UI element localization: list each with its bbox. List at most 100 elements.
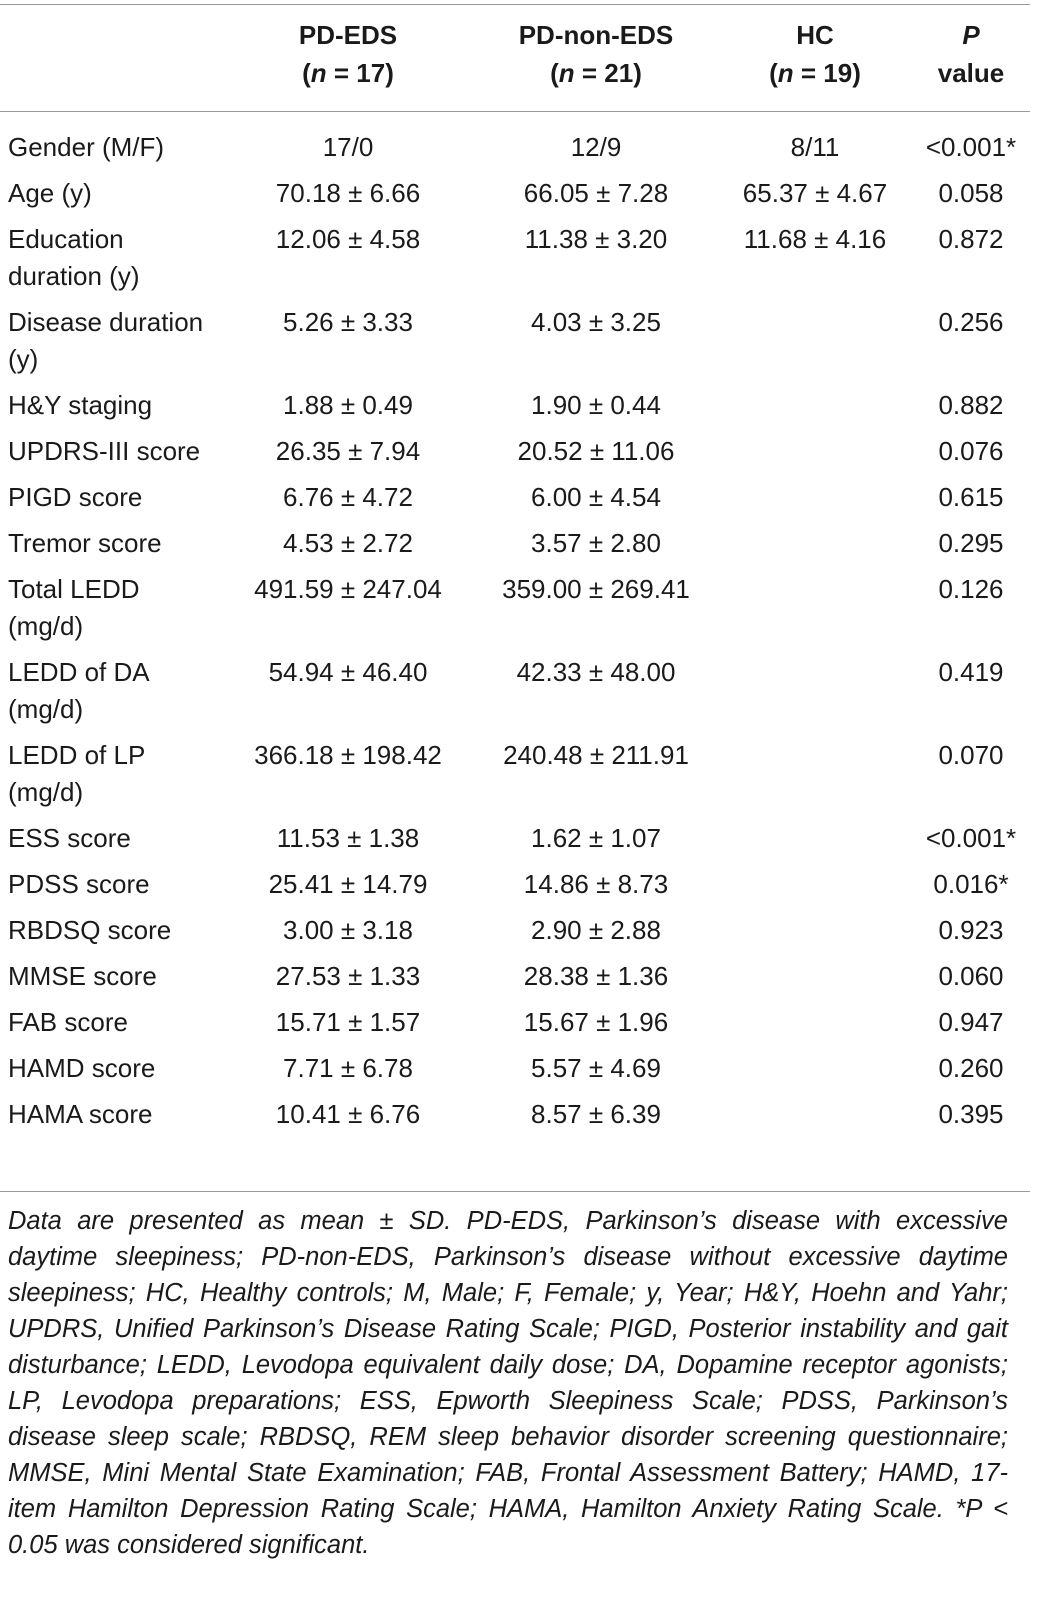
cell-pd-eds: 70.18 ± 6.66 bbox=[275, 178, 421, 208]
table-row: Total LEDD (mg/d) 491.59 ± 247.04 359.00 ±… bbox=[0, 567, 1030, 650]
table-body: Gender (M/F) 17/0 12/9 8/11 <0.001* Age (y) 70… bbox=[0, 112, 1030, 1138]
cell-hc bbox=[718, 1046, 912, 1092]
cell-pd-non-eds: 359.00 ± 269.41 bbox=[502, 574, 690, 604]
row-label: PDSS score bbox=[8, 869, 150, 899]
table-row: LEDD of LP (mg/d) 366.18 ± 198.42 240.48 ±… bbox=[0, 733, 1030, 816]
row-label: Disease duration (y) bbox=[8, 307, 204, 374]
cell-pd-eds: 10.41 ± 6.76 bbox=[275, 1099, 421, 1129]
cell-pd-non-eds: 12/9 bbox=[570, 132, 622, 162]
cell-p-value: 0.295 bbox=[938, 528, 1004, 558]
row-label: Tremor score bbox=[8, 528, 162, 558]
cell-pd-non-eds: 6.00 ± 4.54 bbox=[531, 482, 661, 512]
header-group-size: value bbox=[914, 54, 1028, 92]
header-size-suffix: = 17) bbox=[326, 58, 394, 88]
cell-pd-non-eds: 42.33 ± 48.00 bbox=[516, 657, 676, 687]
cell-hc bbox=[718, 1000, 912, 1046]
header-group-name: PD-EDS bbox=[298, 20, 398, 50]
table-row: Age (y) 70.18 ± 6.66 66.05 ± 7.28 65.37 ± 4… bbox=[0, 171, 1030, 217]
header-group-size: (n = 17) bbox=[224, 54, 472, 92]
cell-hc bbox=[718, 650, 912, 733]
row-label: UPDRS-III score bbox=[8, 436, 201, 466]
table-top-rule bbox=[0, 4, 1030, 5]
cell-pd-non-eds: 3.57 ± 2.80 bbox=[531, 528, 661, 558]
cell-p-value: 0.260 bbox=[938, 1053, 1004, 1083]
cell-hc bbox=[718, 521, 912, 567]
header-size-variable: n bbox=[777, 58, 794, 88]
table-row: Education duration (y) 12.06 ± 4.58 11.38 … bbox=[0, 217, 1030, 300]
row-label: PIGD score bbox=[8, 482, 143, 512]
row-label: Gender (M/F) bbox=[8, 132, 165, 162]
header-size-suffix: value bbox=[937, 58, 1005, 88]
table-row: PDSS score 25.41 ± 14.79 14.86 ± 8.73 0.016… bbox=[0, 862, 1030, 908]
table-row: LEDD of DA (mg/d) 54.94 ± 46.40 42.33 ± 48… bbox=[0, 650, 1030, 733]
cell-hc: 65.37 ± 4.67 bbox=[742, 178, 888, 208]
cell-p-value: 0.256 bbox=[938, 307, 1004, 337]
row-label: Age (y) bbox=[8, 178, 92, 208]
row-label: LEDD of LP (mg/d) bbox=[8, 740, 145, 807]
cell-pd-eds: 54.94 ± 46.40 bbox=[268, 657, 428, 687]
cell-pd-non-eds: 2.90 ± 2.88 bbox=[531, 915, 661, 945]
header-size-prefix: ( bbox=[302, 58, 311, 88]
cell-p-value: 0.882 bbox=[938, 390, 1004, 420]
cell-pd-eds: 7.71 ± 6.78 bbox=[283, 1053, 413, 1083]
table-row: MMSE score 27.53 ± 1.33 28.38 ± 1.36 0.060 bbox=[0, 954, 1030, 1000]
row-label: ESS score bbox=[8, 823, 131, 853]
header-group-size: (n = 19) bbox=[720, 54, 910, 92]
cell-pd-eds: 4.53 ± 2.72 bbox=[283, 528, 413, 558]
cell-hc bbox=[718, 1092, 912, 1138]
header-cell-1: PD-EDS (n = 17) bbox=[222, 16, 474, 112]
cell-p-value: 0.947 bbox=[938, 1007, 1004, 1037]
cell-hc: 8/11 bbox=[790, 132, 840, 162]
cell-pd-non-eds: 1.62 ± 1.07 bbox=[531, 823, 661, 853]
cell-pd-eds: 17/0 bbox=[322, 132, 374, 162]
cell-pd-eds: 5.26 ± 3.33 bbox=[283, 307, 413, 337]
cell-p-value: <0.001* bbox=[925, 823, 1017, 853]
cell-pd-non-eds: 5.57 ± 4.69 bbox=[531, 1053, 661, 1083]
cell-pd-eds: 15.71 ± 1.57 bbox=[275, 1007, 421, 1037]
header-size-variable: n bbox=[558, 58, 575, 88]
cell-pd-eds: 366.18 ± 198.42 bbox=[254, 740, 442, 770]
cell-pd-non-eds: 66.05 ± 7.28 bbox=[523, 178, 669, 208]
cell-p-value: 0.872 bbox=[938, 224, 1004, 254]
table-header: PD-EDS (n = 17) PD-non-EDS (n = 21) HC (n = 1… bbox=[0, 16, 1030, 112]
cell-pd-non-eds: 8.57 ± 6.39 bbox=[531, 1099, 661, 1129]
cell-pd-non-eds: 28.38 ± 1.36 bbox=[523, 961, 669, 991]
table-footnote: Data are presented as mean ± SD. PD-EDS,… bbox=[8, 1207, 1008, 1559]
cell-p-value: 0.016* bbox=[933, 869, 1009, 899]
cell-hc bbox=[718, 429, 912, 475]
table-row: HAMA score 10.41 ± 6.76 8.57 ± 6.39 0.395 bbox=[0, 1092, 1030, 1138]
header-row: PD-EDS (n = 17) PD-non-EDS (n = 21) HC (n = 1… bbox=[0, 16, 1030, 112]
cell-hc bbox=[718, 954, 912, 1000]
header-size-variable: n bbox=[310, 58, 327, 88]
row-label: MMSE score bbox=[8, 961, 157, 991]
cell-p-value: 0.076 bbox=[938, 436, 1004, 466]
cell-pd-eds: 6.76 ± 4.72 bbox=[283, 482, 413, 512]
cell-pd-non-eds: 240.48 ± 211.91 bbox=[503, 740, 689, 770]
cell-pd-eds: 3.00 ± 3.18 bbox=[283, 915, 413, 945]
cell-pd-eds: 25.41 ± 14.79 bbox=[268, 869, 428, 899]
cell-pd-non-eds: 20.52 ± 11.06 bbox=[517, 436, 675, 466]
header-size-suffix: = 19) bbox=[793, 58, 861, 88]
table-row: FAB score 15.71 ± 1.57 15.67 ± 1.96 0.947 bbox=[0, 1000, 1030, 1046]
table-row: ESS score 11.53 ± 1.38 1.62 ± 1.07 <0.001* bbox=[0, 816, 1030, 862]
cell-pd-eds: 11.53 ± 1.38 bbox=[276, 823, 420, 853]
cell-p-value: 0.419 bbox=[938, 657, 1004, 687]
row-label: Total LEDD (mg/d) bbox=[8, 574, 140, 641]
cell-pd-non-eds: 11.38 ± 3.20 bbox=[524, 224, 668, 254]
cell-p-value: 0.615 bbox=[938, 482, 1004, 512]
header-group-name: PD-non-EDS bbox=[518, 20, 674, 50]
row-label: FAB score bbox=[8, 1007, 128, 1037]
row-label: LEDD of DA (mg/d) bbox=[8, 657, 149, 724]
header-size-suffix: = 21) bbox=[574, 58, 642, 88]
table-row: RBDSQ score 3.00 ± 3.18 2.90 ± 2.88 0.923 bbox=[0, 908, 1030, 954]
row-label: HAMA score bbox=[8, 1099, 153, 1129]
cell-pd-eds: 491.59 ± 247.04 bbox=[254, 574, 442, 604]
cell-p-value: <0.001* bbox=[925, 132, 1017, 162]
cell-p-value: 0.060 bbox=[938, 961, 1004, 991]
table-row: UPDRS-III score 26.35 ± 7.94 20.52 ± 11.06… bbox=[0, 429, 1030, 475]
row-label: RBDSQ score bbox=[8, 915, 172, 945]
cell-p-value: 0.395 bbox=[938, 1099, 1004, 1129]
cell-pd-eds: 26.35 ± 7.94 bbox=[275, 436, 421, 466]
